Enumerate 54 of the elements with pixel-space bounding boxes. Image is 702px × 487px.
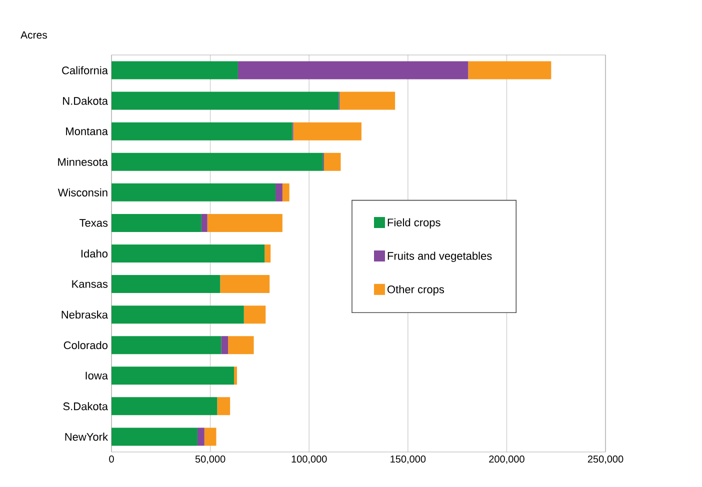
- bar: [112, 122, 292, 140]
- bar: [112, 336, 222, 354]
- y-tick-label: California: [62, 66, 108, 74]
- bar: [112, 306, 244, 324]
- bar: [207, 214, 282, 232]
- legend-label: Fruits and vegetables: [388, 252, 492, 262]
- x-tick-label: 50,000: [195, 456, 226, 464]
- y-tick-label: Kansas: [72, 280, 108, 288]
- bar: [112, 61, 238, 80]
- bar: [276, 183, 282, 202]
- y-tick-label: Idaho: [81, 249, 108, 258]
- bar: [238, 61, 468, 80]
- bar: [112, 152, 323, 171]
- bar: [112, 244, 265, 262]
- bar: [228, 336, 254, 354]
- y-axis-title: Acres: [20, 31, 47, 39]
- x-tick-label: 0: [109, 456, 114, 463]
- legend-label: Field crops: [388, 218, 440, 229]
- bar: [244, 306, 266, 324]
- bar: [112, 214, 202, 232]
- bar: [234, 366, 237, 385]
- x-tick-label: 200,000: [489, 456, 524, 464]
- bar: [293, 122, 362, 140]
- bar: [112, 397, 218, 416]
- y-tick-label: Minnesota: [58, 158, 108, 166]
- bar: [201, 214, 208, 232]
- y-tick-label: Colorado: [64, 341, 108, 350]
- bar: [282, 183, 290, 202]
- y-tick-label: Nebraska: [62, 310, 108, 319]
- y-tick-label: S.Dakota: [63, 402, 108, 410]
- bar: [324, 152, 341, 171]
- bar: [220, 275, 270, 294]
- bar: [204, 428, 216, 446]
- bar: [197, 428, 204, 446]
- bar: [112, 275, 220, 294]
- bar: [264, 244, 271, 262]
- x-tick-label: 250,000: [588, 456, 624, 464]
- bar: [112, 92, 339, 110]
- x-tick-label: 150,000: [390, 456, 426, 464]
- bar: [217, 397, 230, 416]
- y-tick-label: Iowa: [86, 372, 108, 380]
- y-tick-label: Wisconsin: [58, 188, 108, 196]
- y-tick-label: NewYork: [65, 432, 108, 441]
- legend-label: Other crops: [387, 285, 444, 296]
- y-tick-label: Montana: [66, 128, 108, 136]
- y-tick-label: Texas: [80, 219, 108, 227]
- bar: [112, 366, 234, 385]
- y-tick-label: N.Dakota: [63, 96, 108, 105]
- x-tick-label: 100,000: [292, 456, 327, 464]
- bar: [221, 336, 228, 354]
- bar: [468, 61, 552, 80]
- bar: [112, 183, 276, 202]
- bar: [340, 92, 396, 110]
- bar: [112, 428, 198, 446]
